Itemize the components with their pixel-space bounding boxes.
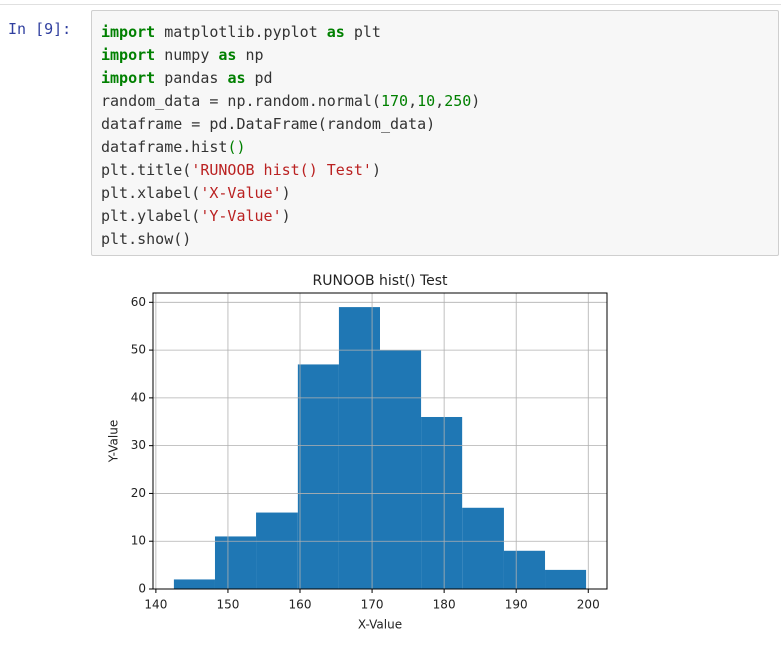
code-line: plt.title('RUNOOB hist() Test')	[101, 159, 778, 182]
x-tick-label: 160	[289, 598, 312, 612]
code-token: 170	[380, 92, 409, 110]
code-token: numpy	[155, 46, 219, 64]
bar	[214, 536, 257, 589]
code-token: as	[227, 69, 246, 87]
chart-title: RUNOOB hist() Test	[312, 273, 448, 289]
code-token: import	[101, 23, 156, 41]
code-token: 250	[444, 92, 472, 110]
x-tick-label: 190	[505, 598, 528, 612]
code-token: ,	[408, 92, 418, 110]
y-tick-label: 0	[138, 582, 146, 596]
bar	[503, 550, 546, 589]
code-token: 'X-Value'	[200, 184, 282, 202]
code-token: plt.ylabel(	[101, 207, 201, 225]
bar	[462, 507, 504, 589]
y-tick-label: 40	[131, 390, 146, 404]
code-line: import pandas as pd	[101, 67, 778, 90]
code-token: dataframe = pd.DataFrame(random_data)	[101, 115, 436, 133]
code-token: plt.show()	[101, 230, 192, 248]
code-token: pandas	[155, 69, 228, 87]
y-tick-label: 20	[131, 486, 146, 500]
bar	[545, 569, 587, 589]
input-prompt: In [9]:	[8, 20, 72, 38]
code-token: )	[281, 184, 291, 202]
x-axis-label: X-Value	[358, 618, 402, 632]
code-token: as	[326, 23, 345, 41]
bar	[256, 512, 298, 589]
plot-frame	[152, 292, 608, 590]
divider	[0, 4, 781, 5]
x-tick-label: 180	[433, 598, 456, 612]
code-token: 'Y-Value'	[200, 207, 282, 225]
code-token: plt	[344, 23, 381, 41]
code-token: )	[281, 207, 291, 225]
code-token: pd	[245, 69, 273, 87]
code-token: )	[471, 92, 481, 110]
code-cell[interactable]: import matplotlib.pyplot as plt import nu…	[91, 10, 779, 256]
x-tick-label: 200	[577, 598, 600, 612]
code-token: np	[236, 46, 264, 64]
code-line: dataframe.hist()	[101, 136, 778, 159]
code-token: ,	[435, 92, 445, 110]
code-token: import	[101, 46, 156, 64]
code-line: random_data = np.random.normal(170,10,25…	[101, 90, 778, 113]
code-token: ()	[227, 138, 246, 156]
code-line: plt.show()	[101, 228, 778, 251]
code-token: plt.xlabel(	[101, 184, 201, 202]
code-token: dataframe.hist	[101, 138, 228, 156]
code-line: plt.ylabel('Y-Value')	[101, 205, 778, 228]
code-token: as	[218, 46, 237, 64]
code-token: )	[371, 161, 381, 179]
code-line: import numpy as np	[101, 44, 778, 67]
code-line: dataframe = pd.DataFrame(random_data)	[101, 113, 778, 136]
code-token: import	[101, 69, 156, 87]
y-axis-label: Y-Value	[107, 420, 121, 464]
code-token: 10	[417, 92, 436, 110]
code-token: plt.title(	[101, 161, 192, 179]
code-line: plt.xlabel('X-Value')	[101, 182, 778, 205]
code-token: random_data = np.random.normal(	[101, 92, 381, 110]
x-tick-label: 170	[361, 598, 384, 612]
y-tick-label: 30	[131, 438, 146, 452]
bar	[297, 364, 339, 589]
x-tick-label: 150	[216, 598, 239, 612]
bar	[338, 307, 380, 589]
code-token: 'RUNOOB hist() Test'	[191, 161, 372, 179]
code-line: import matplotlib.pyplot as plt	[101, 21, 778, 44]
bar	[380, 350, 422, 589]
y-tick-label: 50	[131, 343, 146, 357]
y-tick-label: 10	[131, 534, 146, 548]
x-tick-label: 140	[144, 598, 167, 612]
code-token: matplotlib.pyplot	[155, 23, 327, 41]
bar	[421, 416, 463, 589]
y-tick-label: 60	[131, 295, 146, 309]
bar	[173, 579, 215, 589]
chart: 140 150 160 170 180 190 200 0 10 20 30 40 50 60 RUNOOB…	[107, 273, 608, 632]
